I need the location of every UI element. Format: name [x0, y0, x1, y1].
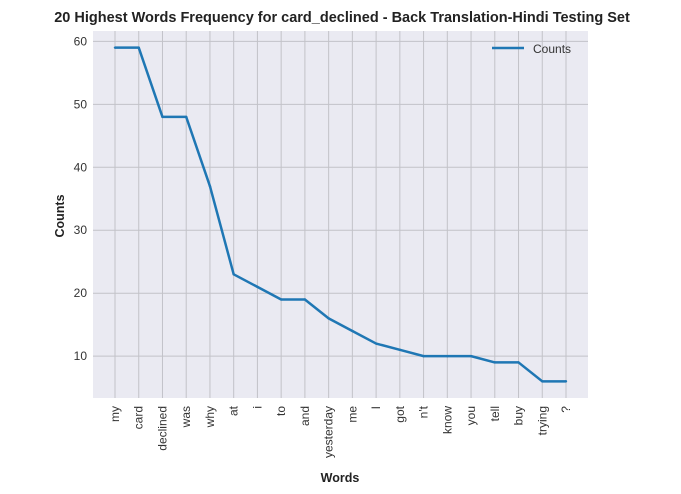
data-point: [232, 273, 235, 276]
x-tick-label: me: [345, 406, 359, 423]
data-point: [351, 329, 354, 333]
data-point: [517, 361, 520, 364]
y-tick-label: 20: [74, 286, 88, 300]
legend-label: Counts: [533, 42, 571, 56]
data-point: [327, 317, 330, 320]
x-axis-label: Words: [321, 471, 360, 485]
x-tick-label: n't: [417, 405, 431, 418]
x-tick-label: i: [250, 406, 264, 409]
x-tick-label: at: [227, 405, 241, 416]
x-tick-label: card: [132, 406, 146, 429]
legend: Counts: [492, 42, 571, 56]
data-point: [446, 354, 449, 358]
y-axis-label: Counts: [53, 194, 67, 237]
plot-area: [93, 31, 588, 398]
data-point: [161, 115, 164, 119]
chart-title: 20 Highest Words Frequency for card_decl…: [54, 10, 630, 26]
data-point: [398, 348, 402, 352]
data-point: [256, 285, 259, 289]
data-point: [469, 354, 473, 358]
data-point: [137, 46, 140, 49]
data-point: [493, 361, 496, 364]
data-point: [303, 298, 307, 301]
x-tick-label: trying: [535, 406, 549, 435]
x-tick-label: yesterday: [322, 406, 336, 458]
y-tick-label: 30: [74, 223, 88, 237]
y-tick-label: 40: [74, 160, 88, 174]
data-point: [279, 298, 283, 301]
series-layer: [113, 46, 568, 383]
data-point: [374, 342, 378, 345]
y-tick-label: 10: [74, 349, 88, 363]
series-line-counts: [115, 46, 566, 383]
x-tick-label: declined: [155, 406, 169, 451]
grid: [93, 31, 588, 398]
data-point: [564, 380, 568, 383]
x-tick-label: I: [369, 406, 383, 409]
x-tick-label: to: [274, 406, 288, 416]
x-tick-label: you: [464, 406, 478, 425]
x-tick-label: buy: [512, 406, 526, 425]
y-tick-label: 60: [74, 34, 88, 48]
x-tick-label: got: [393, 405, 407, 422]
x-tick-label: and: [298, 406, 312, 426]
data-point: [541, 380, 544, 383]
x-tick-label: my: [108, 406, 122, 422]
data-point: [185, 115, 188, 119]
x-axis-ticks: my card declined was why at i to and yesterday me I…: [108, 405, 573, 458]
x-tick-label: why: [203, 406, 217, 428]
data-point: [422, 354, 425, 358]
data-point: [208, 184, 212, 188]
y-axis-ticks: 10 20 30 40 50 60: [74, 34, 88, 363]
data-point: [113, 46, 117, 49]
x-tick-label: was: [179, 406, 193, 428]
x-tick-label: tell: [488, 406, 502, 421]
x-tick-label: know: [440, 406, 454, 434]
y-tick-label: 50: [74, 97, 88, 111]
x-tick-label: ?: [559, 406, 573, 413]
